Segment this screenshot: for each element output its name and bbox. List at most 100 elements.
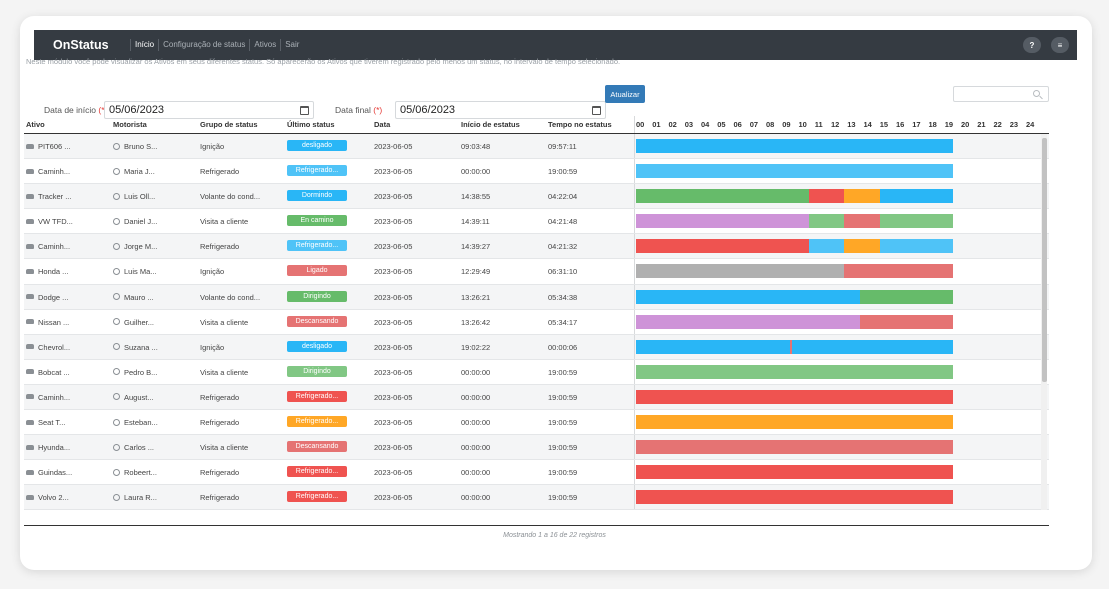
timeline-segment[interactable] xyxy=(809,189,844,204)
timeline-divider xyxy=(634,209,635,234)
elapsed-cell: 19:00:59 xyxy=(548,393,577,402)
timeline-segment[interactable] xyxy=(636,389,953,404)
col-motorista[interactable]: Motorista xyxy=(113,120,147,129)
timeline-segment[interactable] xyxy=(636,289,861,304)
elapsed-cell: 19:00:59 xyxy=(548,468,577,477)
elapsed-cell: 04:21:32 xyxy=(548,242,577,251)
elapsed-cell: 19:00:59 xyxy=(548,493,577,502)
timeline-segment[interactable] xyxy=(636,239,810,254)
timeline-segment[interactable] xyxy=(636,314,861,329)
group-cell-text: Refrigerado xyxy=(200,392,240,402)
timeline-segment[interactable] xyxy=(844,264,953,279)
date-cell-text: 2023-06-05 xyxy=(374,468,413,478)
timeline-segment[interactable] xyxy=(636,189,810,204)
table-row[interactable]: Honda ... Luis Ma... Ignição Ligado 2023-06-… xyxy=(24,259,1049,285)
timeline-segment[interactable] xyxy=(636,465,953,480)
table-row[interactable]: Tracker ... Luis Oll... Volante do cond...… xyxy=(24,184,1049,210)
timeline-segment[interactable] xyxy=(879,189,953,204)
truck-icon xyxy=(26,168,34,174)
table-row[interactable]: Guindas... Robeert... Refrigerado Refrigera… xyxy=(24,460,1049,486)
timeline-segment[interactable] xyxy=(860,314,953,329)
asset-cell-text: Bobcat ... xyxy=(38,367,70,377)
date-cell: 2023-06-05 xyxy=(374,343,412,352)
steering-wheel-icon xyxy=(113,242,120,250)
timeline-segment[interactable] xyxy=(636,164,953,179)
grid-menu-icon[interactable]: ≡ xyxy=(1051,37,1069,53)
status-badge: Dirigindo xyxy=(287,365,347,377)
col-data[interactable]: Data xyxy=(374,120,391,129)
calendar-icon[interactable] xyxy=(592,105,601,115)
status-table: Ativo Motorista Grupo de status Último s… xyxy=(24,116,1049,511)
table-row[interactable]: Volvo 2... Laura R... Refrigerado Refrigera… xyxy=(24,485,1049,511)
driver-cell: Pedro B... xyxy=(113,368,157,377)
timeline-segment[interactable] xyxy=(636,490,953,505)
help-icon[interactable]: ? xyxy=(1023,37,1041,53)
table-row[interactable]: Caminh... August... Refrigerado Refrigerado… xyxy=(24,384,1049,411)
timeline-divider xyxy=(634,309,635,334)
update-button[interactable]: Atualizar xyxy=(605,85,645,103)
steering-wheel-icon xyxy=(113,167,120,175)
date-cell: 2023-06-05 xyxy=(374,142,412,151)
table-row[interactable]: PIT606 ... Bruno S... Ignição desligado 2023… xyxy=(24,134,1049,160)
nav-config-status[interactable]: Configuração de status xyxy=(158,39,249,51)
table-scrollbar[interactable] xyxy=(1041,134,1047,510)
timeline-segment[interactable] xyxy=(844,239,880,254)
nav-sair[interactable]: Sair xyxy=(280,39,303,51)
nav-ativos[interactable]: Ativos xyxy=(249,39,280,51)
elapsed-cell: 06:31:10 xyxy=(548,267,577,276)
timeline-segment[interactable] xyxy=(636,139,953,153)
timeline-segment[interactable] xyxy=(844,189,880,204)
col-ultimo-status[interactable]: Último status xyxy=(287,120,335,129)
timeline-segment[interactable] xyxy=(636,339,790,354)
start-cell: 09:03:48 xyxy=(461,142,490,151)
steering-wheel-icon xyxy=(113,192,120,200)
asset-cell: Tracker ... xyxy=(26,192,71,201)
col-ativo[interactable]: Ativo xyxy=(26,120,45,129)
date-cell-text: 2023-06-05 xyxy=(374,242,413,252)
table-row[interactable]: Hyunda... Carlos ... Visita a cliente Desca… xyxy=(24,435,1049,461)
steering-wheel-icon xyxy=(113,217,120,225)
table-row[interactable]: Caminh... Maria J... Refrigerado Refrigerad… xyxy=(24,159,1049,185)
table-row[interactable]: Seat T... Esteban... Refrigerado Refrigerad… xyxy=(24,410,1049,436)
driver-cell-text: Esteban... xyxy=(124,418,158,428)
end-date-input[interactable]: 05/06/2023 xyxy=(395,101,606,119)
table-header: Ativo Motorista Grupo de status Último s… xyxy=(24,116,1049,134)
timeline-segment[interactable] xyxy=(879,214,953,229)
scrollbar-thumb[interactable] xyxy=(1042,138,1047,382)
group-cell-text: Ignição xyxy=(200,142,225,151)
search-input[interactable] xyxy=(953,86,1049,102)
start-date-input[interactable]: 05/06/2023 xyxy=(104,101,314,119)
timeline-segment[interactable] xyxy=(844,214,880,229)
timeline-segment[interactable] xyxy=(879,239,953,254)
table-row[interactable]: Caminh... Jorge M... Refrigerado Refrigerad… xyxy=(24,234,1049,260)
group-cell-text: Refrigerado xyxy=(200,493,240,503)
timeline-segment[interactable] xyxy=(636,214,810,229)
timeline-segment[interactable] xyxy=(792,339,953,354)
intro-text: Neste módulo você pode visualizar os Ati… xyxy=(26,57,621,66)
brand-logo[interactable]: OnStatus xyxy=(53,38,109,52)
calendar-icon[interactable] xyxy=(300,105,309,115)
table-row[interactable]: Chevrol... Suzana ... Ignição desligado 2023… xyxy=(24,334,1049,360)
timeline-segment[interactable] xyxy=(636,415,953,430)
driver-cell-text: Maria J... xyxy=(124,167,155,177)
col-tempo[interactable]: Tempo no estatus xyxy=(548,120,612,129)
col-grupo[interactable]: Grupo de status xyxy=(200,120,258,129)
timeline-segment[interactable] xyxy=(860,289,953,304)
table-row[interactable]: Dodge ... Mauro ... Volante do cond... Diri… xyxy=(24,284,1049,310)
driver-cell: Suzana ... xyxy=(113,343,158,352)
timeline-divider xyxy=(634,134,635,159)
table-row[interactable]: Nissan ... Guilher... Visita a cliente Desc… xyxy=(24,309,1049,335)
col-inicio[interactable]: Início de estatus xyxy=(461,120,520,129)
timeline-segment[interactable] xyxy=(636,264,844,279)
timeline-segment[interactable] xyxy=(809,214,844,229)
timeline-segment[interactable] xyxy=(789,339,792,354)
date-cell-text: 2023-06-05 xyxy=(374,392,413,402)
nav-inicio[interactable]: Início xyxy=(130,39,158,51)
timeline-segment[interactable] xyxy=(636,364,953,379)
timeline-segment[interactable] xyxy=(809,239,844,254)
driver-cell-text: Carlos ... xyxy=(124,443,155,453)
table-row[interactable]: Bobcat ... Pedro B... Visita a cliente Diri… xyxy=(24,359,1049,385)
timeline-segment[interactable] xyxy=(636,440,953,455)
start-cell: 00:00:00 xyxy=(461,443,490,452)
table-row[interactable]: VW TFD... Daniel J... Visita a cliente En c… xyxy=(24,209,1049,235)
